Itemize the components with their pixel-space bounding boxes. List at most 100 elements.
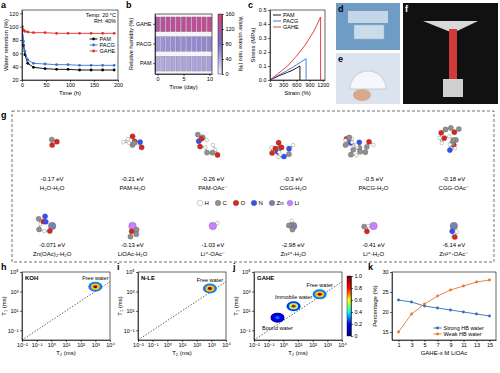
tick-label: 1 xyxy=(397,342,400,348)
photo-object xyxy=(350,71,386,89)
atom-legend-label: N xyxy=(259,200,263,206)
tick: 10¹ xyxy=(179,340,187,348)
colorbar-axis: 00.20.40.60.81.0 xyxy=(351,273,362,339)
tick-mark xyxy=(351,276,353,277)
cell xyxy=(181,56,185,71)
atom xyxy=(455,230,459,234)
tick-label: 10¹ xyxy=(179,342,187,348)
tick: PAM xyxy=(140,60,155,66)
chart: 030060090012000.00.10.20.30.40.5Strain (… xyxy=(248,0,329,96)
atom xyxy=(286,146,291,151)
tick-label: 0 xyxy=(21,82,24,88)
tick: 900 xyxy=(306,80,315,88)
legend-swatch xyxy=(90,39,98,40)
colorbar xyxy=(347,276,351,336)
point xyxy=(23,30,26,33)
cell xyxy=(192,56,196,71)
tick-label: 10⁻¹ xyxy=(124,328,135,334)
tick-label: 10³ xyxy=(92,342,100,348)
tick: 0.2 xyxy=(351,321,362,327)
figure-container: 05010015020020406080100120Time (h)Water … xyxy=(0,0,500,373)
photo-background xyxy=(403,3,498,104)
x-axis: 10⁻²10⁻¹10⁰10¹10²10³10⁴ xyxy=(17,340,115,348)
tick-mark xyxy=(268,52,270,53)
tick: 13 xyxy=(474,340,480,348)
point xyxy=(78,69,81,72)
tick-label: 0.3 xyxy=(259,35,267,41)
chart: Free waterImmobile waterBound water10⁻²1… xyxy=(232,262,362,356)
peak-label: Bound water xyxy=(262,325,293,331)
plot-frame xyxy=(155,14,212,74)
tick: 200 xyxy=(114,80,123,88)
tick: 0.6 xyxy=(351,297,362,303)
tick-mark xyxy=(136,272,138,273)
photo-background xyxy=(336,3,400,50)
tick-label: 10⁵ xyxy=(242,269,250,275)
atom xyxy=(276,140,281,145)
chart-title: GAHE xyxy=(257,275,274,281)
complex-label: Li⁺-H₂O xyxy=(363,251,384,257)
atom xyxy=(281,154,286,159)
tick: 10⁻² xyxy=(249,340,260,348)
atom xyxy=(134,232,139,237)
peak xyxy=(313,289,327,299)
plot-frame xyxy=(22,272,110,340)
molecule xyxy=(286,219,297,232)
point xyxy=(101,32,104,35)
legend-swatch xyxy=(434,334,442,335)
tick: 30 xyxy=(382,269,392,275)
tick-label: 10⁵ xyxy=(126,269,134,275)
tick-mark xyxy=(252,311,254,312)
tick-label: 120 xyxy=(9,11,18,17)
tick: 10³ xyxy=(92,340,100,348)
tick-label: 0 xyxy=(355,333,358,339)
legend-swatch xyxy=(90,51,98,52)
binding-energy: -0.21 eV xyxy=(121,176,144,182)
diagram-frame xyxy=(12,111,494,262)
complex-label: CGG-OAc⁻ xyxy=(439,185,470,191)
atom xyxy=(126,137,130,141)
tick-label: 10¹ xyxy=(127,308,135,314)
plot-area xyxy=(155,17,211,71)
peak-label: Free water xyxy=(307,282,333,288)
tick: 0 xyxy=(269,80,272,88)
cell xyxy=(202,56,206,71)
legend-label: GAHE xyxy=(283,24,299,30)
tick-mark xyxy=(20,80,22,81)
tick-mark xyxy=(351,324,353,325)
peak xyxy=(208,287,212,290)
cell xyxy=(171,17,175,32)
tick-mark xyxy=(252,272,254,273)
atom xyxy=(130,134,135,139)
atom xyxy=(347,135,352,140)
point xyxy=(449,289,452,292)
binding-energy: -1.03 eV xyxy=(201,242,224,248)
cell xyxy=(207,37,211,52)
atom-legend-label: O xyxy=(241,200,246,206)
photo-object xyxy=(353,89,371,101)
tick: 10⁻¹ xyxy=(32,340,43,348)
tick-mark xyxy=(153,44,155,45)
cell xyxy=(197,56,201,71)
complex-label: LiOAc-H₂O xyxy=(118,251,148,257)
y-axis-title: Water retention (%) xyxy=(3,19,9,71)
point xyxy=(26,59,29,62)
legend-swatch xyxy=(434,328,442,329)
tick: 10⁻² xyxy=(133,340,144,348)
peak xyxy=(203,284,217,294)
tick: 10³ xyxy=(11,289,22,295)
atom xyxy=(54,139,59,144)
tick: 11 xyxy=(461,340,467,348)
cell xyxy=(161,17,165,32)
atom xyxy=(290,219,294,223)
cell xyxy=(155,37,159,52)
tick-label: 10³ xyxy=(208,342,216,348)
tick: 0.3 xyxy=(259,35,270,41)
cell xyxy=(166,37,170,52)
x-axis-title: GAHE-x M LiOAc xyxy=(421,350,468,356)
atom xyxy=(204,150,209,155)
tick-mark xyxy=(351,300,353,301)
tick-label: GAHE xyxy=(136,21,152,27)
tick: GAHE xyxy=(136,21,155,27)
atom xyxy=(129,229,134,234)
